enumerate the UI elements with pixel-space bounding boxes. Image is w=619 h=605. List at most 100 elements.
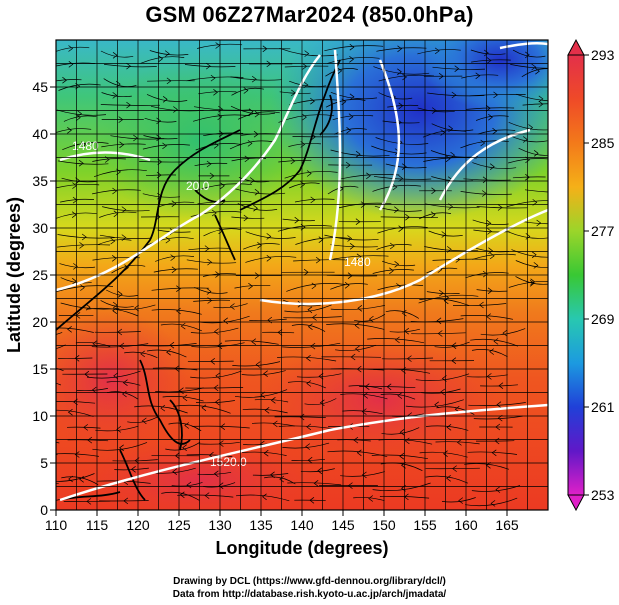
streamline-arrow [401, 163, 407, 170]
streamline [378, 92, 413, 100]
streamline [56, 212, 97, 219]
streamline-arrow [118, 116, 124, 123]
streamline-arrow [355, 218, 361, 225]
y-tick-label: 20 [32, 314, 48, 330]
streamline-arrow [218, 105, 223, 113]
streamline [213, 303, 248, 309]
streamline [157, 229, 191, 233]
streamline [515, 93, 548, 102]
streamline-arrow [529, 280, 535, 287]
streamline-arrow [492, 127, 498, 135]
streamline [63, 115, 97, 122]
streamline [56, 473, 95, 482]
streamline-arrow [368, 315, 374, 323]
streamline-arrow [392, 183, 398, 191]
x-tick-label: 165 [495, 517, 519, 533]
streamline-arrow [361, 471, 367, 479]
streamline-arrow [310, 342, 316, 350]
streamline-arrow [210, 74, 216, 82]
streamline [330, 149, 390, 157]
streamline-arrow [255, 361, 261, 368]
y-tick-label: 25 [32, 267, 48, 283]
streamline-arrow [495, 486, 501, 493]
streamline-arrow [78, 159, 84, 167]
streamline [510, 64, 548, 69]
streamline [524, 189, 548, 193]
streamline [151, 287, 210, 291]
streamline-arrow [213, 384, 219, 392]
streamline [324, 45, 384, 52]
credit-drawing: Drawing by DCL (https://www.gfd-dennou.o… [173, 576, 446, 587]
streamline-arrow [361, 408, 367, 415]
streamline-arrow [494, 437, 500, 445]
streamline-arrow [345, 161, 351, 169]
streamline [191, 342, 245, 348]
streamline-arrow [186, 481, 192, 489]
streamline-arrow [112, 187, 117, 195]
streamline [134, 405, 188, 414]
streamline [508, 280, 548, 288]
streamline-arrow [430, 211, 436, 218]
x-tick-label: 160 [454, 517, 478, 533]
streamline-arrow [229, 303, 235, 310]
streamline-arrow [446, 475, 451, 482]
streamline-arrow [398, 102, 404, 110]
streamline [288, 143, 322, 147]
streamline [93, 169, 147, 178]
streamline-arrow [440, 388, 446, 396]
streamline [151, 309, 202, 315]
x-tick-label: 155 [413, 517, 437, 533]
streamline [417, 107, 455, 113]
streamline [277, 356, 337, 362]
streamline-arrow [502, 329, 508, 337]
streamline [506, 200, 548, 208]
streamline-arrow [35, 377, 39, 383]
streamline [142, 144, 190, 150]
streamline-arrow [119, 444, 124, 452]
x-tick-label: 130 [208, 517, 232, 533]
streamline [197, 471, 232, 475]
streamline [237, 203, 278, 211]
streamline-arrow [306, 170, 312, 177]
streamline-arrow [488, 247, 493, 254]
streamline [103, 78, 137, 87]
streamline [202, 273, 236, 277]
streamline-arrow [479, 301, 484, 309]
x-tick-label: 135 [249, 517, 273, 533]
streamline-arrow [310, 97, 315, 105]
streamline-arrow [35, 398, 39, 404]
streamline [470, 338, 519, 347]
streamline-arrow [486, 219, 492, 227]
streamline-arrow [68, 61, 74, 68]
streamline [106, 289, 139, 297]
streamline [472, 253, 516, 260]
streamline-arrow [171, 266, 177, 274]
streamline-arrow [173, 106, 178, 113]
streamline-arrow [266, 233, 272, 240]
streamline-arrow [206, 160, 212, 168]
streamline [254, 399, 289, 403]
streamline-arrow [446, 424, 452, 431]
streamline-arrow [117, 291, 123, 298]
streamline-arrow [270, 397, 276, 404]
streamline-arrow [204, 492, 210, 499]
streamline-arrow [113, 372, 119, 380]
streamline [198, 91, 237, 95]
streamline [57, 244, 111, 248]
streamline-arrow [171, 200, 177, 207]
streamline [460, 140, 509, 149]
streamline-arrow [217, 113, 223, 121]
streamline [56, 46, 90, 52]
streamline-arrow [401, 309, 407, 317]
streamline-arrow [389, 267, 394, 275]
streamline-arrow [438, 72, 444, 80]
streamline [160, 323, 202, 332]
streamline-arrow [493, 91, 499, 99]
streamline [157, 201, 195, 208]
streamline [0, 353, 52, 357]
streamline [56, 382, 62, 386]
streamline [197, 43, 243, 49]
x-axis-ticks: 110 115 120 125 130 135 140 145 150 155 160 165 [45, 510, 519, 533]
streamline-arrow [263, 449, 269, 457]
streamline [165, 441, 201, 451]
